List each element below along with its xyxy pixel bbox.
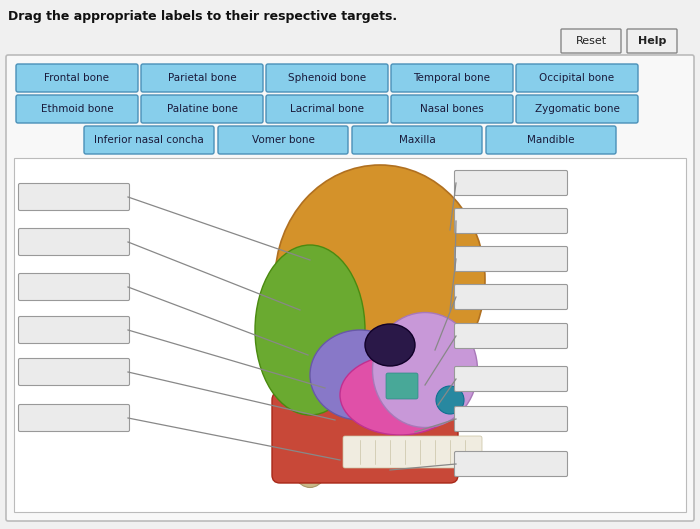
FancyBboxPatch shape — [218, 126, 348, 154]
Text: Vomer bone: Vomer bone — [251, 135, 314, 145]
FancyBboxPatch shape — [6, 55, 694, 521]
FancyBboxPatch shape — [391, 95, 513, 123]
Text: Sphenoid bone: Sphenoid bone — [288, 73, 366, 83]
FancyBboxPatch shape — [454, 247, 568, 271]
FancyBboxPatch shape — [627, 29, 677, 53]
FancyBboxPatch shape — [18, 229, 130, 256]
FancyBboxPatch shape — [454, 451, 568, 477]
FancyBboxPatch shape — [18, 184, 130, 211]
FancyBboxPatch shape — [14, 158, 686, 512]
FancyBboxPatch shape — [272, 392, 458, 483]
Text: Reset: Reset — [575, 36, 607, 46]
Text: Frontal bone: Frontal bone — [45, 73, 109, 83]
Ellipse shape — [275, 165, 485, 395]
Text: Lacrimal bone: Lacrimal bone — [290, 104, 364, 114]
FancyBboxPatch shape — [18, 359, 130, 386]
FancyBboxPatch shape — [18, 316, 130, 343]
Ellipse shape — [288, 413, 332, 488]
Ellipse shape — [340, 355, 460, 435]
FancyBboxPatch shape — [454, 208, 568, 233]
Text: Nasal bones: Nasal bones — [420, 104, 484, 114]
FancyBboxPatch shape — [18, 273, 130, 300]
FancyBboxPatch shape — [454, 285, 568, 309]
Ellipse shape — [365, 324, 415, 366]
FancyBboxPatch shape — [16, 64, 138, 92]
Text: Maxilla: Maxilla — [398, 135, 435, 145]
Ellipse shape — [310, 330, 410, 420]
FancyBboxPatch shape — [561, 29, 621, 53]
FancyBboxPatch shape — [454, 324, 568, 349]
Text: Inferior nasal concha: Inferior nasal concha — [94, 135, 204, 145]
Text: Ethmoid bone: Ethmoid bone — [41, 104, 113, 114]
FancyBboxPatch shape — [141, 64, 263, 92]
FancyBboxPatch shape — [352, 126, 482, 154]
Text: Help: Help — [638, 36, 666, 46]
Text: Occipital bone: Occipital bone — [540, 73, 615, 83]
Text: Palatine bone: Palatine bone — [167, 104, 237, 114]
FancyBboxPatch shape — [386, 373, 418, 399]
FancyBboxPatch shape — [266, 64, 388, 92]
FancyBboxPatch shape — [516, 64, 638, 92]
FancyBboxPatch shape — [343, 436, 482, 468]
Ellipse shape — [255, 245, 365, 415]
FancyBboxPatch shape — [486, 126, 616, 154]
Ellipse shape — [372, 313, 477, 427]
Text: Drag the appropriate labels to their respective targets.: Drag the appropriate labels to their res… — [8, 10, 397, 23]
Text: Parietal bone: Parietal bone — [168, 73, 237, 83]
FancyBboxPatch shape — [391, 64, 513, 92]
FancyBboxPatch shape — [16, 95, 138, 123]
FancyBboxPatch shape — [454, 367, 568, 391]
Circle shape — [436, 386, 464, 414]
FancyBboxPatch shape — [141, 95, 263, 123]
FancyBboxPatch shape — [454, 406, 568, 432]
Text: Mandible: Mandible — [527, 135, 575, 145]
Text: Zygomatic bone: Zygomatic bone — [535, 104, 620, 114]
FancyBboxPatch shape — [84, 126, 214, 154]
FancyBboxPatch shape — [18, 405, 130, 432]
FancyBboxPatch shape — [266, 95, 388, 123]
FancyBboxPatch shape — [454, 170, 568, 196]
FancyBboxPatch shape — [516, 95, 638, 123]
Text: Temporal bone: Temporal bone — [414, 73, 491, 83]
